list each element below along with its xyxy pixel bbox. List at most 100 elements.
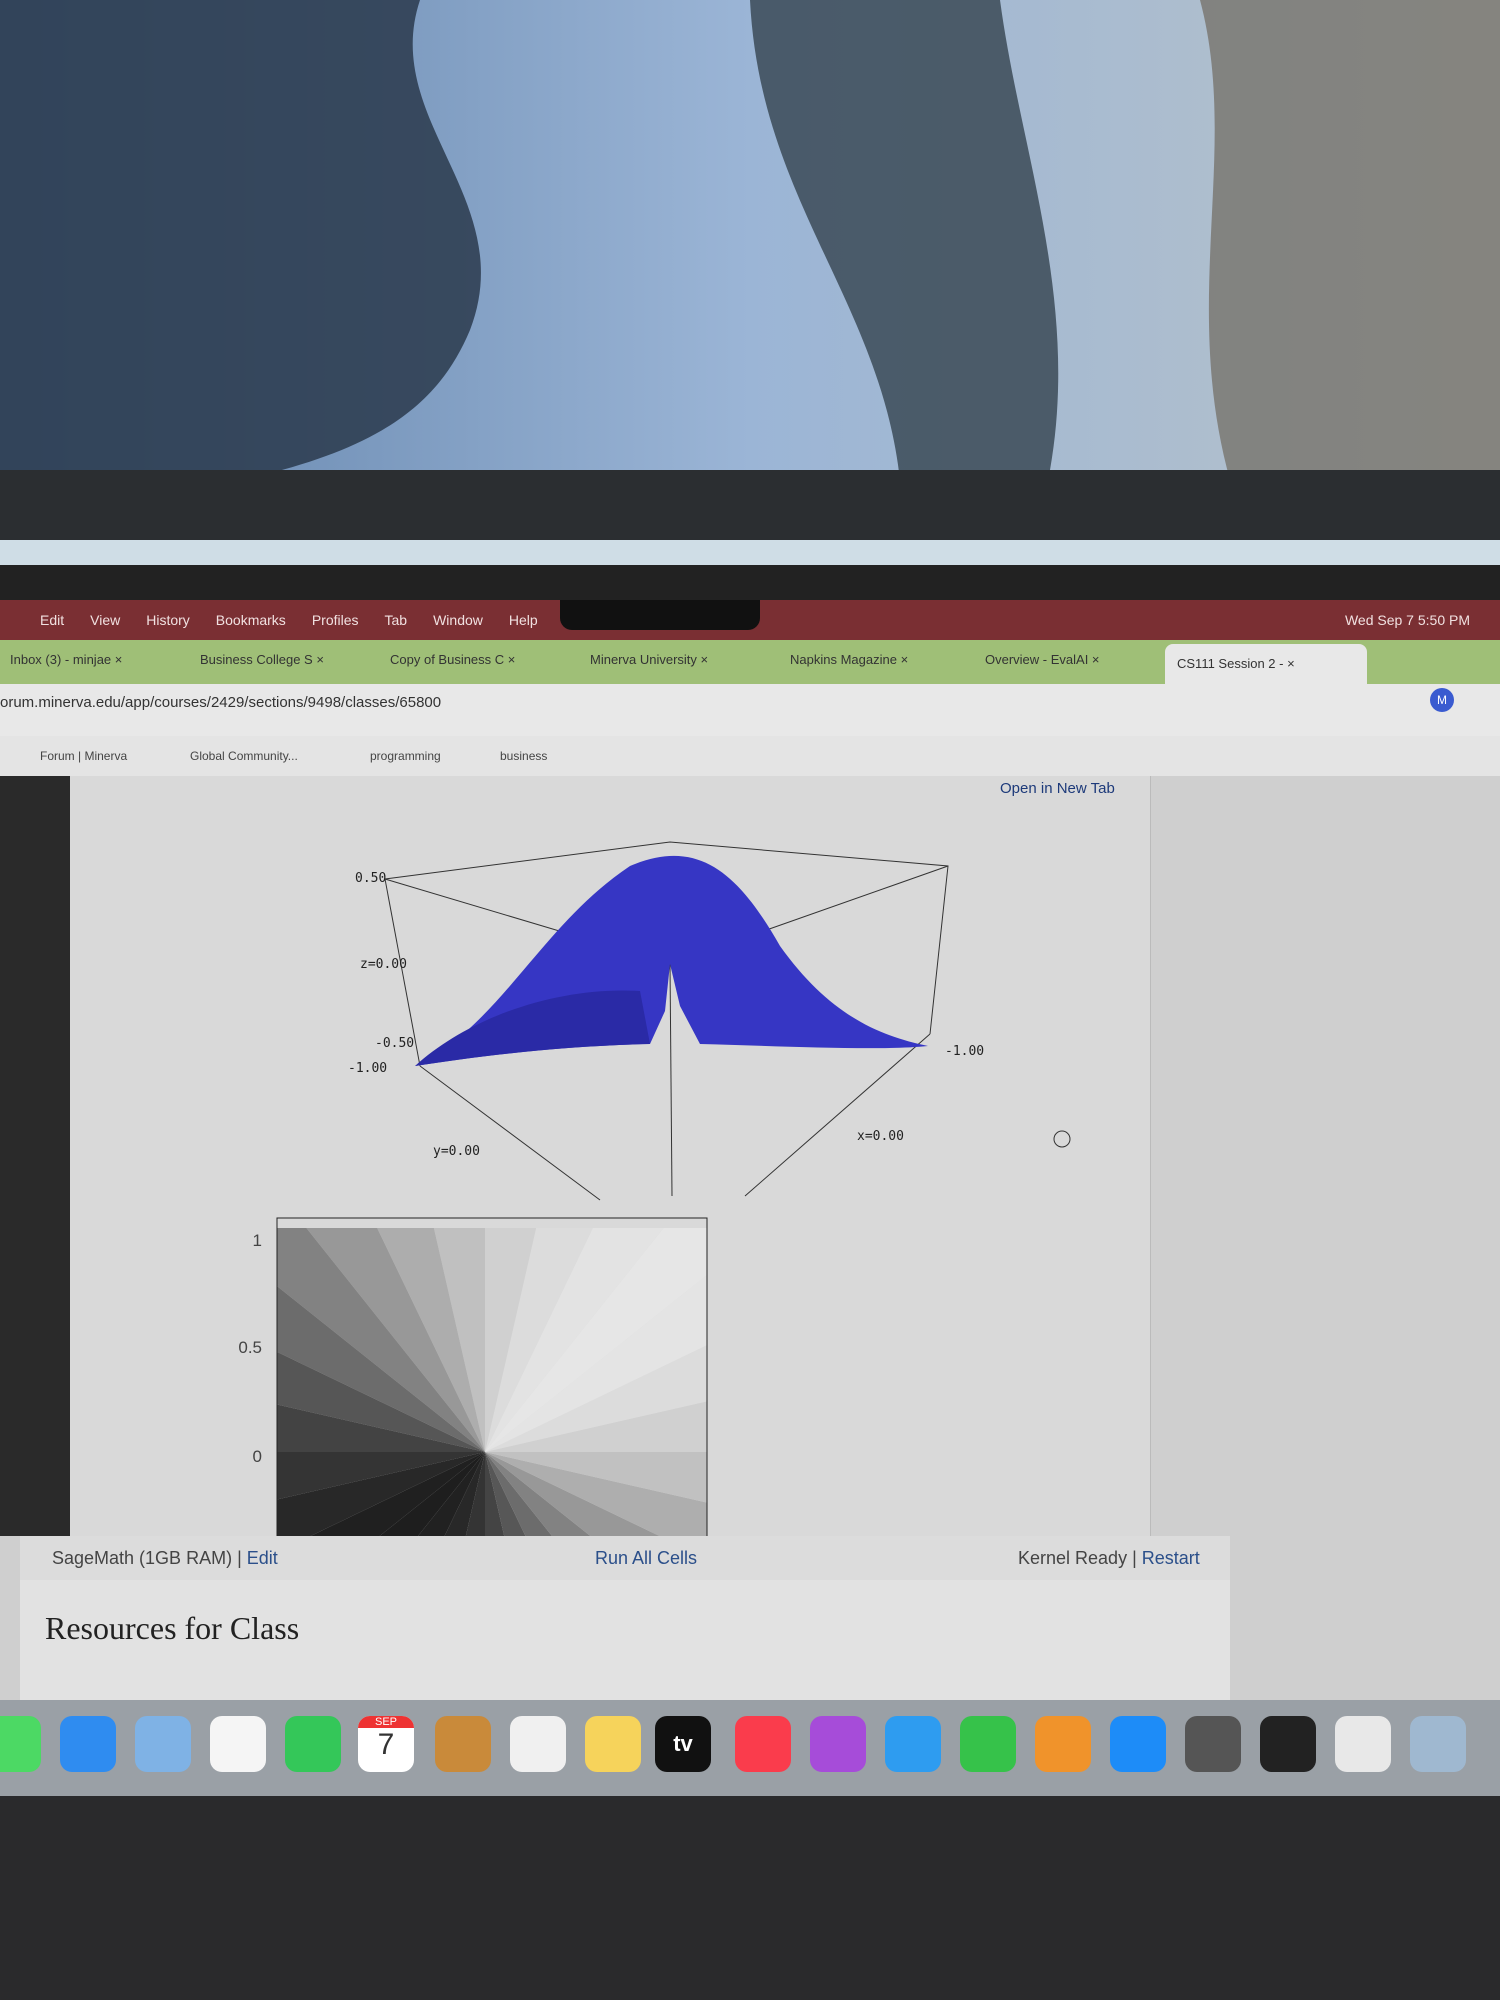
dock-icon[interactable] [210, 1716, 266, 1772]
wedge [444, 1452, 485, 1536]
wedge [485, 1228, 707, 1452]
dock-icon[interactable] [1185, 1716, 1241, 1772]
menu-item[interactable]: Bookmarks [215, 612, 286, 628]
dock-icon[interactable] [285, 1716, 341, 1772]
calendar-icon[interactable]: SEP 7 [358, 1716, 414, 1772]
dock-icon[interactable] [0, 1716, 41, 1772]
axis-label: -1.00 [945, 1044, 984, 1059]
y-tick-label: 0 [253, 1447, 262, 1466]
wedge [485, 1452, 707, 1503]
y-tick-label: 0.5 [238, 1338, 262, 1357]
wedge [418, 1452, 485, 1536]
run-all[interactable]: Run All Cells [595, 1548, 698, 1568]
wedge [277, 1404, 485, 1452]
density-plot [277, 1228, 707, 1536]
bookmark[interactable]: Forum | Minerva [40, 749, 128, 763]
calendar-month: SEP [358, 1716, 414, 1728]
clock: Wed Sep 7 5:50 PM [1344, 612, 1470, 628]
address-bar[interactable]: orum.minerva.edu/app/courses/2429/sectio… [0, 694, 442, 711]
tv-icon[interactable]: tv [655, 1716, 711, 1772]
wedge [277, 1286, 485, 1452]
wedge [485, 1452, 552, 1536]
dock-icon[interactable] [1335, 1716, 1391, 1772]
wedge [465, 1452, 485, 1536]
dock-icon[interactable] [1110, 1716, 1166, 1772]
cell-footer: SageMath (1GB RAM) | Edit Run All Cells … [20, 1536, 1230, 1580]
wedge [277, 1228, 485, 1452]
dock-icon[interactable] [1410, 1716, 1466, 1772]
dock-icon[interactable] [135, 1716, 191, 1772]
dock-icon[interactable] [885, 1716, 941, 1772]
bookmark[interactable]: business [500, 749, 548, 763]
dock-icon[interactable] [1035, 1716, 1091, 1772]
surface-shade [415, 990, 650, 1066]
tab[interactable]: Copy of Business C × [390, 652, 516, 667]
tab-title: Copy of Business C [390, 652, 505, 667]
tab-title: Napkins Magazine [790, 652, 897, 667]
y-tick-label: 1 [253, 1231, 262, 1250]
wedge [485, 1345, 707, 1452]
menu-item[interactable]: View [90, 612, 121, 628]
tab-title: Overview - EvalAI [985, 652, 1089, 667]
wedge [310, 1452, 485, 1536]
laptop-body [0, 1796, 1500, 2000]
dock: SEP 7 tv [0, 1700, 1500, 1796]
active-tab[interactable]: CS111 Session 2 - × [1165, 644, 1367, 684]
wedge [306, 1228, 485, 1452]
axis-label: -1.00 [348, 1061, 387, 1076]
wedge [485, 1452, 505, 1536]
menu-item[interactable]: History [146, 612, 190, 628]
info-icon[interactable] [1053, 1130, 1071, 1148]
tab[interactable]: Napkins Magazine × [790, 652, 909, 667]
wedge [485, 1228, 537, 1452]
dock-icon[interactable] [810, 1716, 866, 1772]
axis-label: z=0.00 [360, 957, 407, 972]
dock-icon[interactable] [735, 1716, 791, 1772]
wedge [277, 1351, 485, 1452]
notch [560, 600, 760, 630]
section-heading: Resources for Class [45, 1610, 300, 1646]
tab-title: Business College S [200, 652, 313, 667]
plots: 0.50 z=0.00 -0.50 -1.00 -1.00 y=0.00 x=0… [238, 841, 1071, 1539]
tab-title: Minerva University [590, 652, 697, 667]
tab-title: CS111 Session 2 - [1177, 656, 1288, 671]
bookmark[interactable]: Global Community... [190, 749, 298, 763]
tab[interactable]: Business College S × [200, 652, 324, 667]
wedge [485, 1452, 707, 1536]
wedge [433, 1228, 485, 1452]
dock-icon[interactable] [60, 1716, 116, 1772]
page-content: Open in New Tab 0.50 z=0.00 -0.50 -1.00 … [0, 776, 1500, 1700]
dock-icon[interactable] [435, 1716, 491, 1772]
wedge [485, 1401, 707, 1452]
axis-label: x=0.00 [857, 1129, 904, 1144]
bookmarks-bar: Forum | Minerva Global Community... prog… [0, 736, 1500, 776]
dock-icon[interactable] [960, 1716, 1016, 1772]
menu-item[interactable]: Profiles [311, 612, 359, 628]
kernel-status: Kernel Ready [1018, 1548, 1128, 1568]
wedge [377, 1228, 485, 1452]
tab[interactable]: Minerva University × [590, 652, 709, 667]
wedge [485, 1228, 593, 1452]
menu-item[interactable]: Help [508, 612, 538, 628]
background-photo [0, 0, 1500, 600]
menu-item[interactable]: Window [433, 612, 483, 628]
dock-icon[interactable] [585, 1716, 641, 1772]
edit-link[interactable]: Edit [246, 1548, 278, 1568]
dock-icon[interactable] [510, 1716, 566, 1772]
menu-item[interactable]: Edit [40, 612, 65, 628]
restart-link[interactable]: Restart [1141, 1548, 1200, 1568]
resources-section: Resources for Class [20, 1580, 1230, 1700]
dock-icon[interactable] [1260, 1716, 1316, 1772]
menu-item[interactable]: Tab [384, 612, 408, 628]
profile-avatar[interactable]: M [1430, 688, 1454, 712]
axis-label: y=0.00 [433, 1144, 480, 1159]
tab[interactable]: Inbox (3) - minjae × [10, 652, 123, 667]
open-link[interactable]: Open in New Tab [1000, 780, 1115, 797]
wedge [485, 1228, 664, 1452]
wedge [485, 1274, 707, 1452]
tab[interactable]: Overview - EvalAI × [985, 652, 1100, 667]
bookmark[interactable]: programming [370, 749, 441, 763]
calendar-day: 7 [377, 1728, 395, 1761]
axis-label: 0.50 [355, 871, 386, 886]
